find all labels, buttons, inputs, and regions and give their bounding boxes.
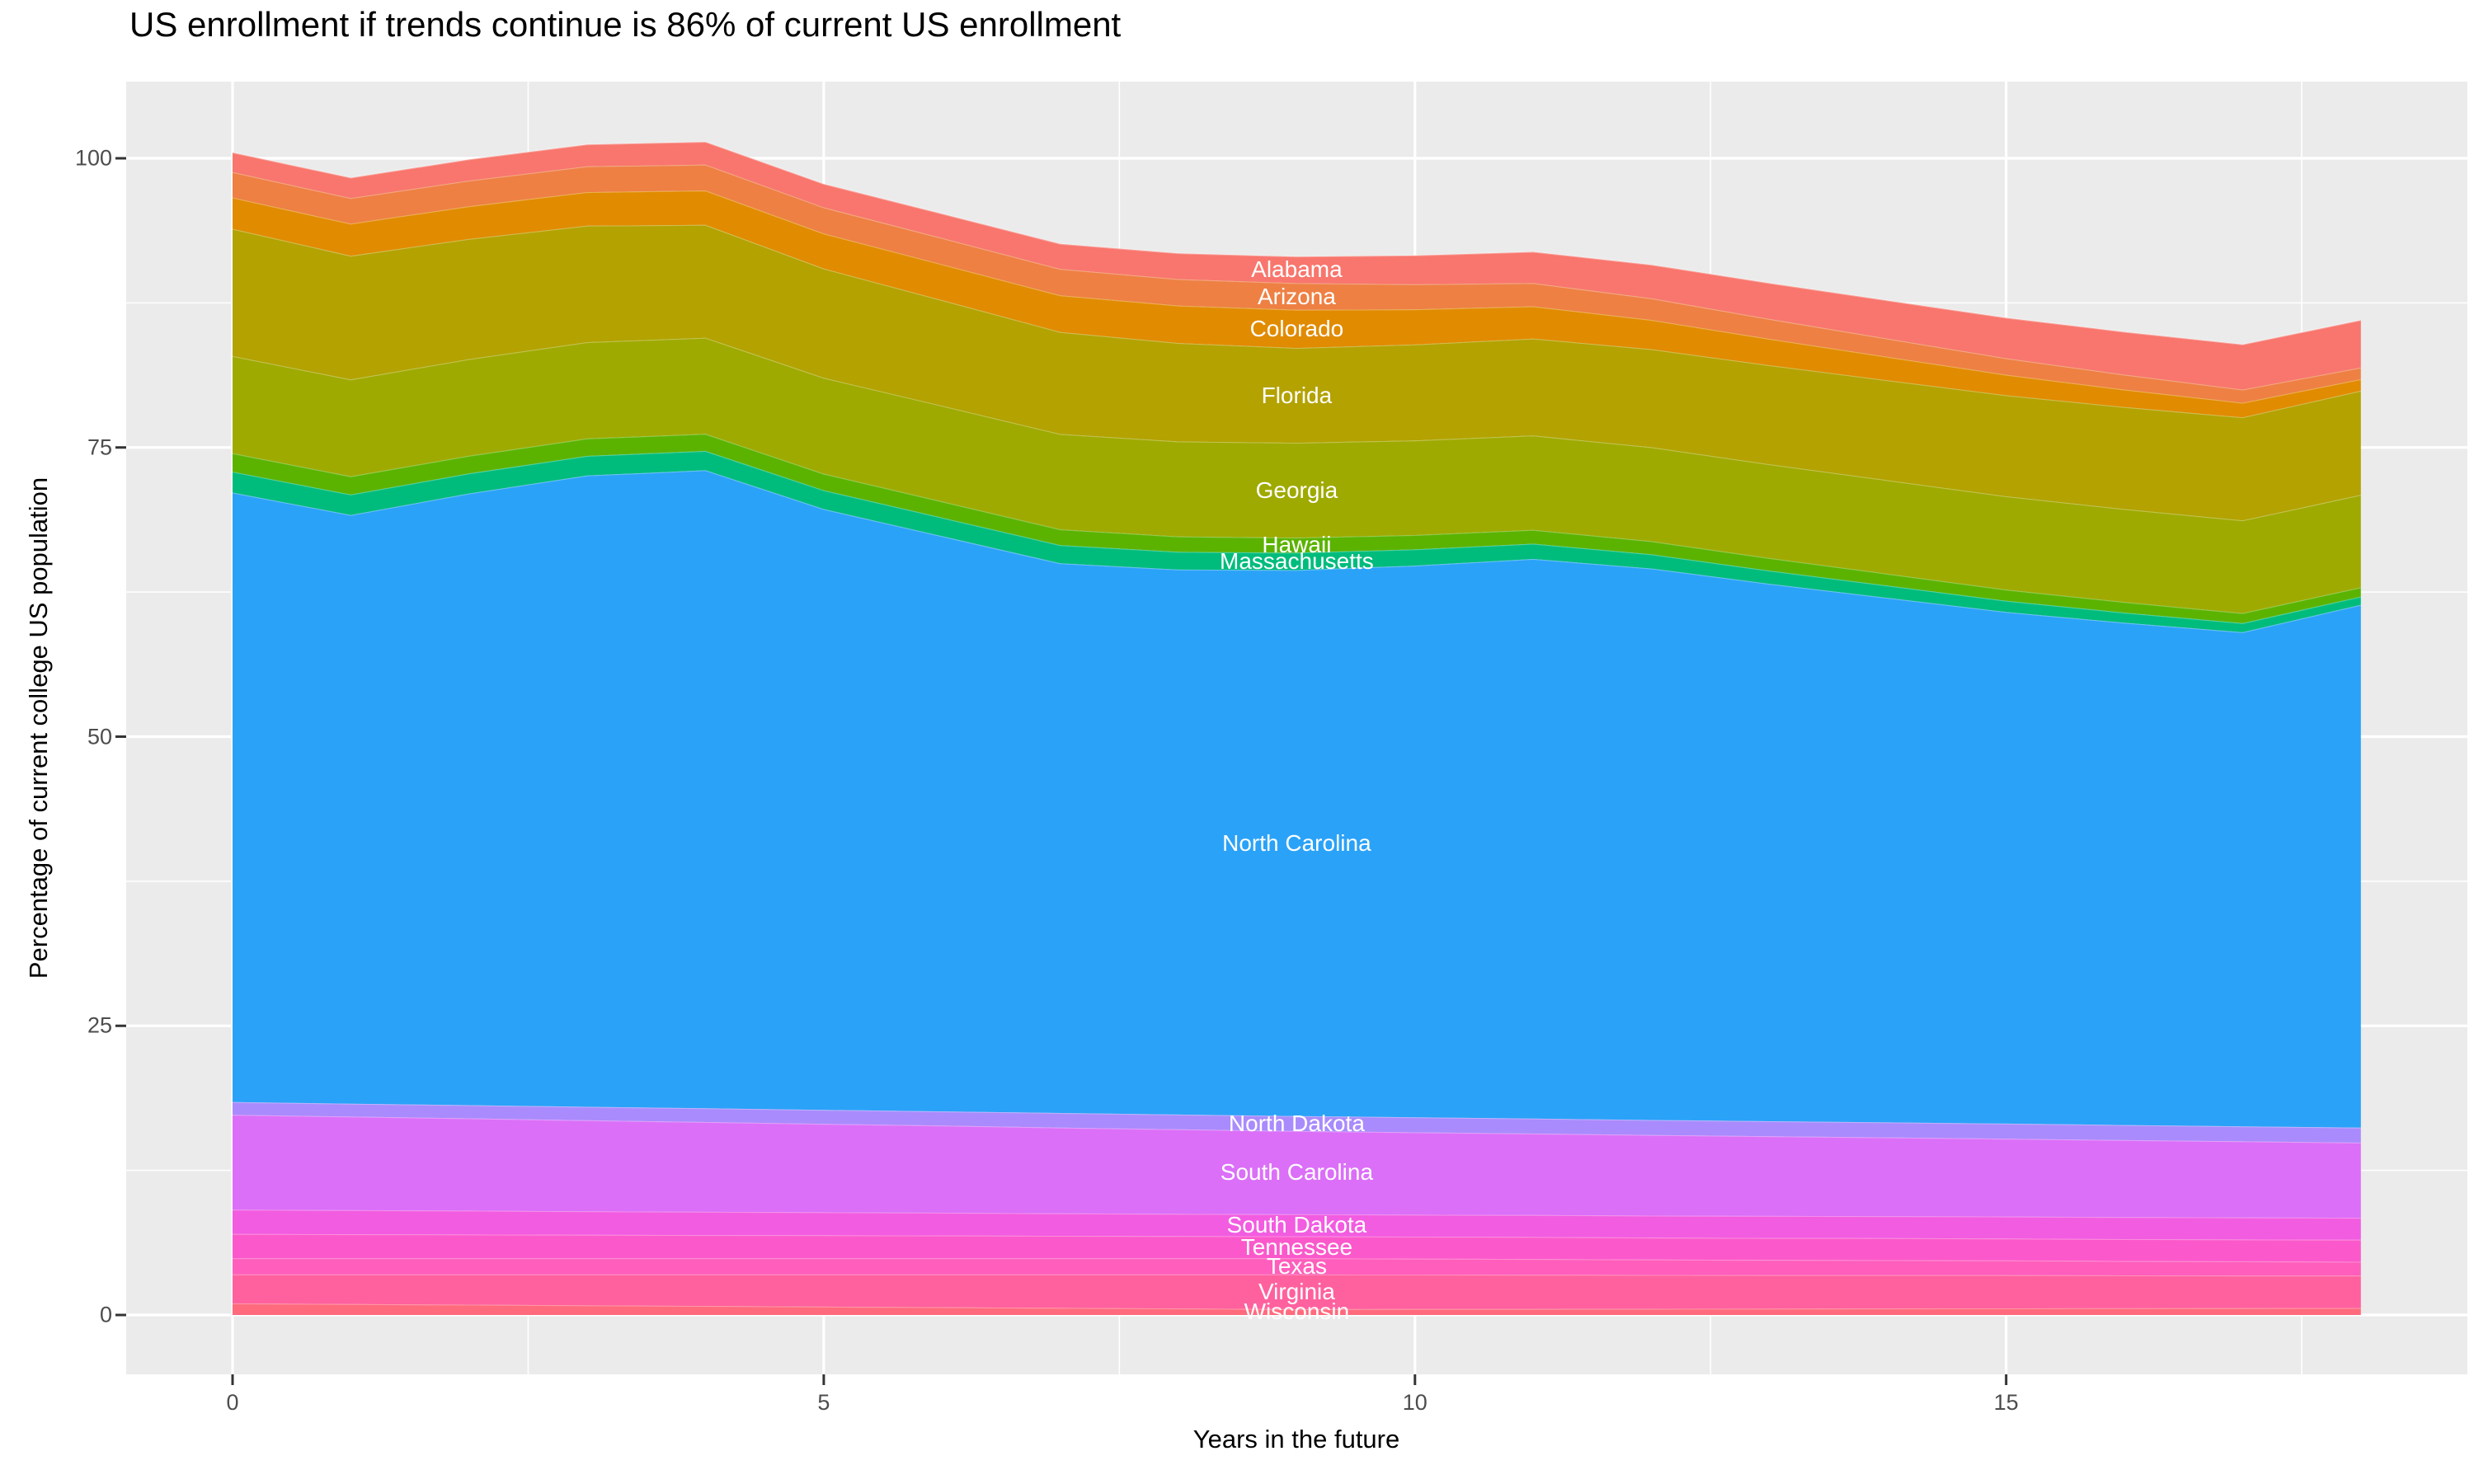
y-tick-label-100: 100 [74,145,112,171]
state-label-hawaii: Hawaii [1262,532,1332,558]
y-tick-label-0: 0 [99,1302,112,1327]
state-label-tennessee: Tennessee [1240,1233,1353,1260]
x-axis-title: Years in the future [1192,1425,1400,1453]
state-area-south-carolina [233,1115,2361,1219]
state-label-arizona: Arizona [1257,283,1336,309]
state-area-arizona [233,164,2361,403]
x-tick-label-10: 10 [1402,1390,1427,1415]
y-tick-label-50: 50 [87,724,112,749]
state-label-florida: Florida [1261,382,1333,408]
state-label-south-carolina: South Carolina [1220,1159,1374,1186]
state-area-colorado [233,190,2361,418]
x-tick-label-0: 0 [226,1390,239,1415]
state-label-north-carolina: North Carolina [1222,829,1371,856]
x-tick-label-15: 15 [1993,1390,2019,1415]
state-area-virginia [233,1274,2361,1309]
state-label-north-dakota: North Dakota [1228,1110,1365,1136]
state-label-south-dakota: South Dakota [1226,1212,1367,1238]
state-label-georgia: Georgia [1255,477,1338,503]
state-area-north-carolina [233,470,2361,1128]
state-area-hawaii [233,434,2361,623]
state-area-tennessee [233,1233,2361,1262]
state-area-georgia [233,337,2361,613]
state-area-south-dakota [233,1209,2361,1240]
y-tick-label-25: 25 [87,1012,112,1038]
state-area-massachusetts [233,451,2361,632]
state-area-alabama [233,142,2361,390]
state-area-north-dakota [233,1101,2361,1143]
x-tick-label-5: 5 [817,1390,830,1415]
state-label-massachusetts: Massachusetts [1220,547,1374,574]
state-label-texas: Texas [1266,1253,1327,1280]
band-top-edge [232,141,2362,345]
y-tick-label-75: 75 [87,434,112,460]
state-label-colorado: Colorado [1249,315,1344,341]
chart-title: US enrollment if trends continue is 86% … [129,5,1122,44]
state-area-florida [233,224,2361,521]
state-label-wisconsin: Wisconsin [1244,1298,1350,1325]
state-label-virginia: Virginia [1258,1278,1335,1304]
state-area-texas [233,1258,2361,1276]
state-label-alabama: Alabama [1251,256,1343,283]
